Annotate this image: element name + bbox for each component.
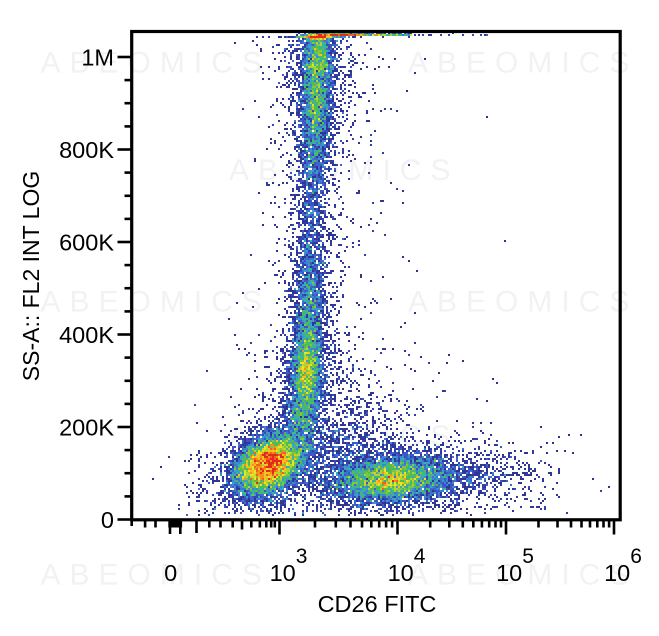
svg-text:1M: 1M	[81, 44, 114, 70]
svg-text:CD26 FITC: CD26 FITC	[318, 591, 437, 617]
svg-text:ABEOMICS: ABEOMICS	[41, 559, 271, 592]
svg-text:ABEOMICS: ABEOMICS	[41, 286, 271, 319]
svg-text:ABEOMICS: ABEOMICS	[229, 154, 459, 187]
svg-text:SS-A:: FL2 INT LOG: SS-A:: FL2 INT LOG	[18, 171, 44, 381]
svg-text:ABEOMICS: ABEOMICS	[41, 47, 271, 80]
svg-text:400K: 400K	[59, 322, 114, 348]
svg-text:ABEOMICS: ABEOMICS	[408, 559, 638, 592]
svg-text:600K: 600K	[59, 229, 114, 255]
svg-text:200K: 200K	[59, 414, 114, 440]
svg-text:ABEOMICS: ABEOMICS	[408, 286, 638, 319]
svg-text:ABEOMICS: ABEOMICS	[408, 47, 638, 80]
svg-text:0: 0	[101, 507, 114, 533]
svg-text:800K: 800K	[59, 137, 114, 163]
svg-text:0: 0	[164, 560, 177, 586]
